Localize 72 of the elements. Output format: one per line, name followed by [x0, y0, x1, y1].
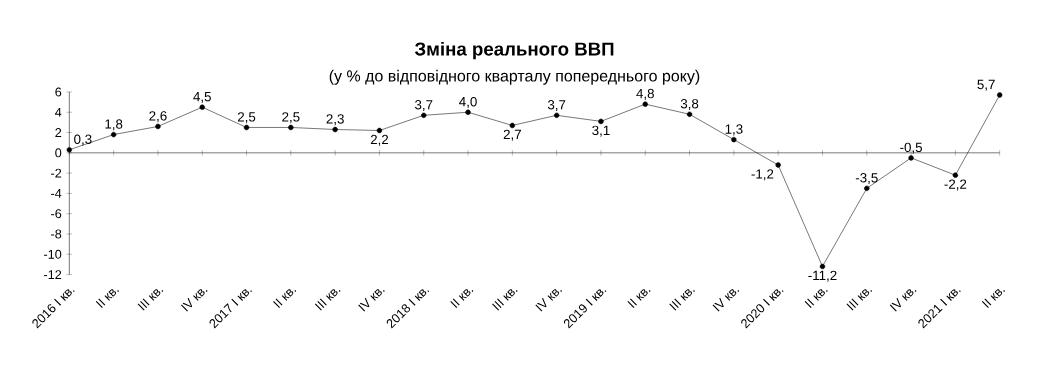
point: [199, 104, 205, 111]
chart-subtitle: (у % до відповідного кварталу попереднього року): [329, 70, 700, 85]
x-tick-label: II кв.: [804, 289, 828, 309]
data-label: 1,8: [105, 119, 123, 131]
point: [155, 124, 161, 130]
data-label: -3,5: [855, 173, 878, 185]
x-tick-label: II кв.: [981, 289, 1006, 309]
point: [66, 147, 72, 153]
point: [598, 118, 604, 125]
point: [642, 101, 648, 108]
y-tick-label: -10: [44, 250, 62, 259]
data-label: 2,2: [370, 135, 389, 147]
data-label: -2,2: [944, 179, 967, 191]
y-tick-label: -2: [51, 168, 62, 178]
data-label: 2,3: [326, 114, 344, 126]
data-label: 4,5: [193, 92, 211, 104]
x-tick-label: IV кв.: [358, 289, 385, 312]
data-label: 0,3: [74, 134, 92, 146]
data-label: 3,1: [592, 125, 610, 137]
point: [243, 125, 250, 131]
y-tick-label: 6: [55, 87, 62, 97]
data-label: 1,3: [725, 124, 743, 136]
x-tick-label: IV кв.: [180, 289, 208, 312]
x-tick-label: III кв.: [846, 289, 873, 311]
data-label: 3,8: [680, 99, 699, 111]
data-label: 5,7: [977, 80, 995, 91]
data-label: 2,5: [237, 112, 256, 124]
x-tick-label: II кв.: [95, 289, 119, 309]
y-tick-label: -4: [51, 189, 62, 198]
x-tick-label: II кв.: [627, 289, 651, 309]
x-tick-label: IV кв.: [889, 289, 917, 312]
x-tick-label: II кв.: [273, 289, 297, 309]
point: [686, 111, 693, 118]
y-tick-label: 0: [55, 148, 62, 158]
x-tick-label: III кв.: [492, 289, 518, 311]
point: [731, 137, 737, 143]
y-tick-label: -6: [51, 209, 62, 219]
point: [952, 172, 959, 179]
point: [553, 112, 560, 119]
y-tick-label: 4: [55, 108, 62, 117]
x-tick-label: III кв.: [314, 289, 341, 311]
data-label: -11,2: [808, 270, 837, 282]
y-tick-label: -12: [44, 270, 62, 280]
x-tick-label: II кв.: [450, 289, 474, 309]
data-label: -0,5: [900, 142, 922, 154]
chart-title: Зміна реального ВВП: [414, 42, 614, 60]
point: [110, 132, 117, 138]
point: [509, 123, 516, 129]
data-label: 2,5: [282, 112, 300, 124]
data-label: 4,8: [636, 89, 654, 101]
data-label: 4,0: [459, 97, 477, 109]
point: [908, 155, 914, 161]
data-label: 3,7: [547, 100, 566, 112]
point: [288, 125, 294, 131]
point: [819, 264, 826, 270]
data-label: 3,7: [414, 100, 433, 112]
y-tick-label: -8: [51, 229, 62, 239]
point: [465, 109, 471, 116]
x-tick-label: III кв.: [669, 289, 695, 311]
point: [332, 127, 338, 133]
x-tick-label: III кв.: [137, 289, 164, 311]
x-tick-label: IV кв.: [712, 289, 740, 312]
point: [864, 185, 870, 192]
x-tick-label: IV кв.: [535, 289, 562, 312]
point: [376, 128, 383, 134]
data-label: -1,2: [751, 169, 774, 181]
data-label: 2,6: [149, 111, 167, 123]
point: [421, 112, 427, 119]
data-label: 2,7: [503, 129, 521, 141]
point: [997, 92, 1003, 98]
point: [775, 162, 781, 168]
y-tick-label: 2: [55, 128, 62, 138]
